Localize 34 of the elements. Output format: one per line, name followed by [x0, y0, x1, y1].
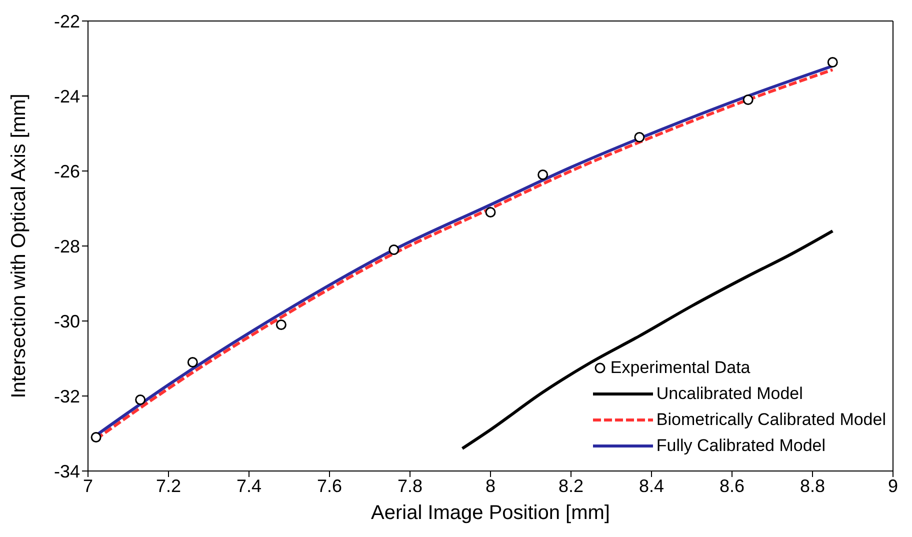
- x-tick-label: 8.2: [558, 476, 584, 496]
- x-tick-label: 8.8: [800, 476, 826, 496]
- point: [276, 320, 286, 330]
- legend-label: Fully Calibrated Model: [656, 436, 826, 456]
- y-tick-label: -22: [54, 11, 80, 32]
- y-tick-label: -24: [54, 86, 80, 106]
- legend-label: Biometrically Calibrated Model: [656, 410, 886, 430]
- x-tick-label: 8: [485, 476, 496, 496]
- y-tick-label: -26: [54, 161, 80, 182]
- point: [827, 57, 838, 68]
- x-tick-label: 7.4: [236, 476, 262, 496]
- x-tick-label: 8.4: [638, 476, 664, 496]
- x-tick-label: 7.6: [316, 476, 342, 496]
- y-tick-label: -34: [54, 461, 80, 482]
- point: [538, 170, 548, 180]
- point: [742, 94, 754, 105]
- point: [135, 394, 146, 405]
- point: [634, 132, 645, 142]
- point: [388, 244, 400, 255]
- x-tick-label: 7: [82, 476, 94, 496]
- x-tick-label: 7.8: [397, 476, 423, 496]
- x-tick-label: 7.2: [156, 476, 182, 496]
- x-tick-label: 9: [888, 476, 898, 496]
- y-tick-label: -32: [54, 386, 80, 406]
- x-tick-label: 8.6: [719, 476, 745, 496]
- y-tick-label: -30: [54, 311, 80, 332]
- y-tick-label: -28: [54, 236, 80, 256]
- legend-label: Experimental Data: [610, 358, 750, 378]
- point: [485, 207, 496, 218]
- legend-label: Uncalibrated Model: [656, 384, 803, 404]
- y-axis-title: Intersection with Optical Axis [mm]: [8, 94, 30, 398]
- point: [187, 357, 198, 368]
- point: [90, 432, 102, 442]
- x-axis-title: Aerial Image Position [mm]: [371, 502, 610, 524]
